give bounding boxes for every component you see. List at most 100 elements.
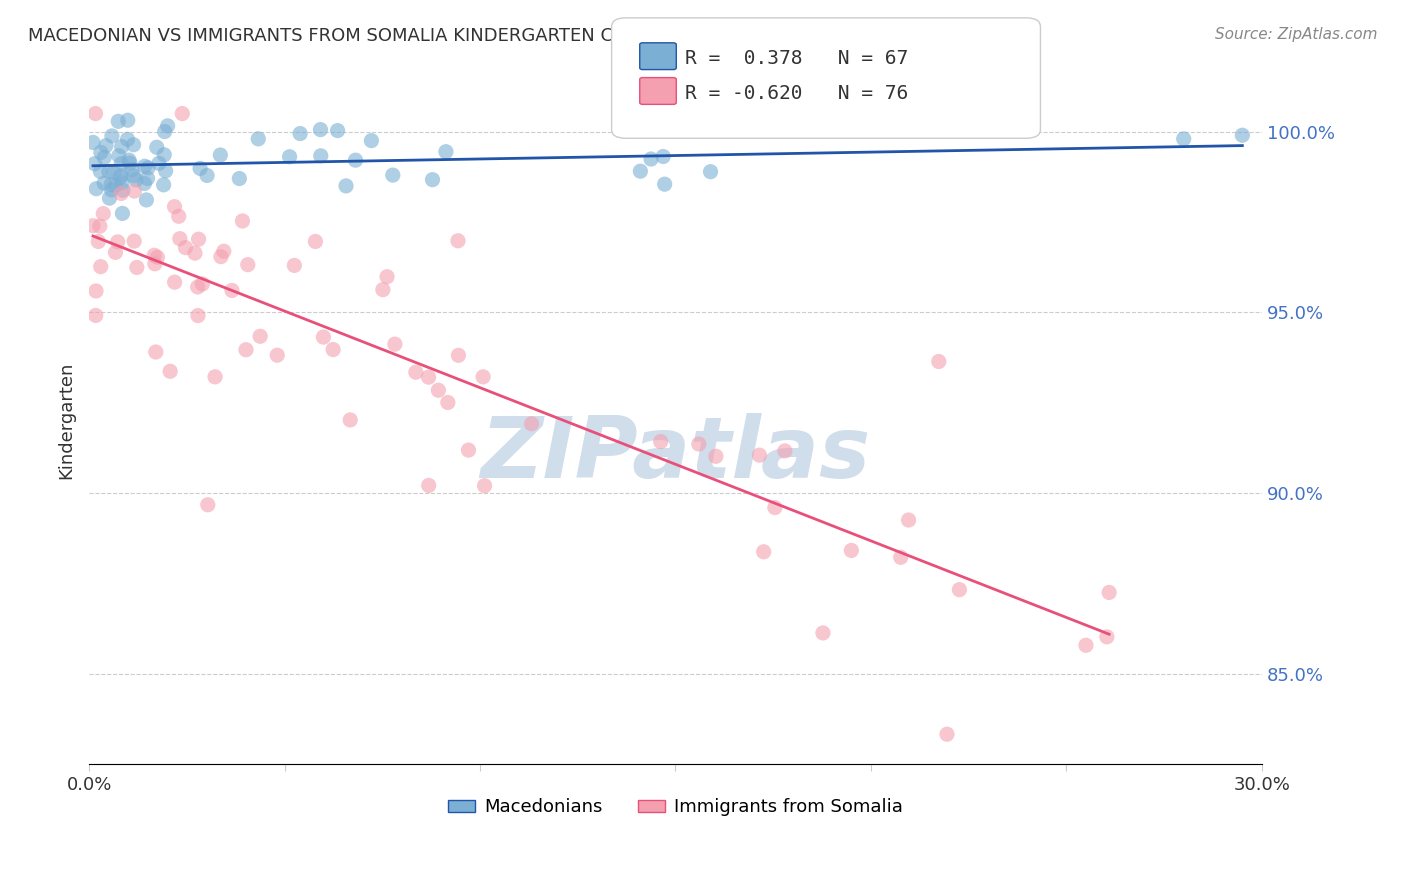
Point — [104, 245, 127, 260]
Point — [688, 437, 710, 451]
Point — [322, 343, 344, 357]
Point — [89, 219, 111, 234]
Point — [84, 284, 107, 298]
Point — [125, 260, 148, 275]
Point — [344, 153, 367, 168]
Point — [121, 162, 143, 177]
Point — [375, 269, 398, 284]
Point — [195, 169, 218, 183]
Point — [148, 156, 170, 170]
Point — [122, 169, 145, 183]
Point — [107, 114, 129, 128]
Point — [122, 234, 145, 248]
Point — [111, 139, 134, 153]
Point — [890, 550, 912, 565]
Point — [752, 545, 775, 559]
Point — [118, 153, 141, 167]
Point — [650, 434, 672, 449]
Point — [236, 258, 259, 272]
Point — [371, 283, 394, 297]
Point — [231, 214, 253, 228]
Point — [309, 122, 332, 136]
Point — [326, 123, 349, 137]
Point — [134, 177, 156, 191]
Point — [1173, 132, 1195, 146]
Point — [339, 413, 361, 427]
Point — [100, 178, 122, 192]
Point — [773, 444, 796, 458]
Point — [841, 543, 863, 558]
Point — [335, 178, 357, 193]
Point — [163, 200, 186, 214]
Point — [146, 140, 169, 154]
Point — [704, 450, 727, 464]
Point — [104, 178, 127, 193]
Point — [652, 149, 675, 163]
Point — [83, 157, 105, 171]
Point — [221, 284, 243, 298]
Point — [108, 149, 131, 163]
Point — [156, 119, 179, 133]
Point — [122, 137, 145, 152]
Point — [111, 206, 134, 220]
Point — [447, 348, 470, 362]
Point — [897, 513, 920, 527]
Point — [155, 164, 177, 178]
Point — [434, 145, 457, 159]
Point — [309, 149, 332, 163]
Point — [384, 337, 406, 351]
Point — [204, 369, 226, 384]
Point — [84, 182, 107, 196]
Point — [107, 235, 129, 249]
Text: MACEDONIAN VS IMMIGRANTS FROM SOMALIA KINDERGARTEN CORRELATION CHART: MACEDONIAN VS IMMIGRANTS FROM SOMALIA KI… — [28, 27, 796, 45]
Point — [117, 132, 139, 146]
Point — [748, 448, 770, 462]
Y-axis label: Kindergarten: Kindergarten — [58, 362, 75, 479]
Point — [654, 177, 676, 191]
Point — [97, 164, 120, 178]
Point — [117, 113, 139, 128]
Point — [928, 354, 950, 368]
Text: ZIPatlas: ZIPatlas — [481, 414, 870, 497]
Point — [209, 250, 232, 264]
Point — [628, 164, 651, 178]
Point — [111, 183, 134, 197]
Legend: Macedonians, Immigrants from Somalia: Macedonians, Immigrants from Somalia — [440, 791, 911, 823]
Point — [304, 235, 326, 249]
Point — [90, 145, 112, 160]
Point — [146, 250, 169, 264]
Point — [143, 248, 166, 262]
Point — [135, 193, 157, 207]
Point — [153, 124, 176, 138]
Point — [1232, 128, 1254, 143]
Point — [235, 343, 257, 357]
Point — [111, 176, 134, 190]
Point — [472, 369, 495, 384]
Point — [763, 500, 786, 515]
Point — [110, 169, 132, 184]
Point — [283, 259, 305, 273]
Point — [1098, 585, 1121, 599]
Point — [136, 161, 159, 175]
Point — [474, 479, 496, 493]
Point — [163, 275, 186, 289]
Point — [169, 232, 191, 246]
Point — [84, 106, 107, 120]
Point — [172, 106, 194, 120]
Point — [278, 150, 301, 164]
Point — [159, 364, 181, 378]
Point — [174, 241, 197, 255]
Point — [110, 186, 132, 201]
Point — [82, 219, 104, 233]
Point — [427, 383, 450, 397]
Point — [457, 443, 479, 458]
Point — [134, 159, 156, 173]
Point — [184, 246, 207, 260]
Point — [1095, 630, 1118, 644]
Point — [209, 148, 232, 162]
Point — [94, 138, 117, 153]
Point — [145, 345, 167, 359]
Point — [167, 209, 190, 223]
Text: R = -0.620   N = 76: R = -0.620 N = 76 — [685, 84, 908, 103]
Point — [152, 178, 174, 192]
